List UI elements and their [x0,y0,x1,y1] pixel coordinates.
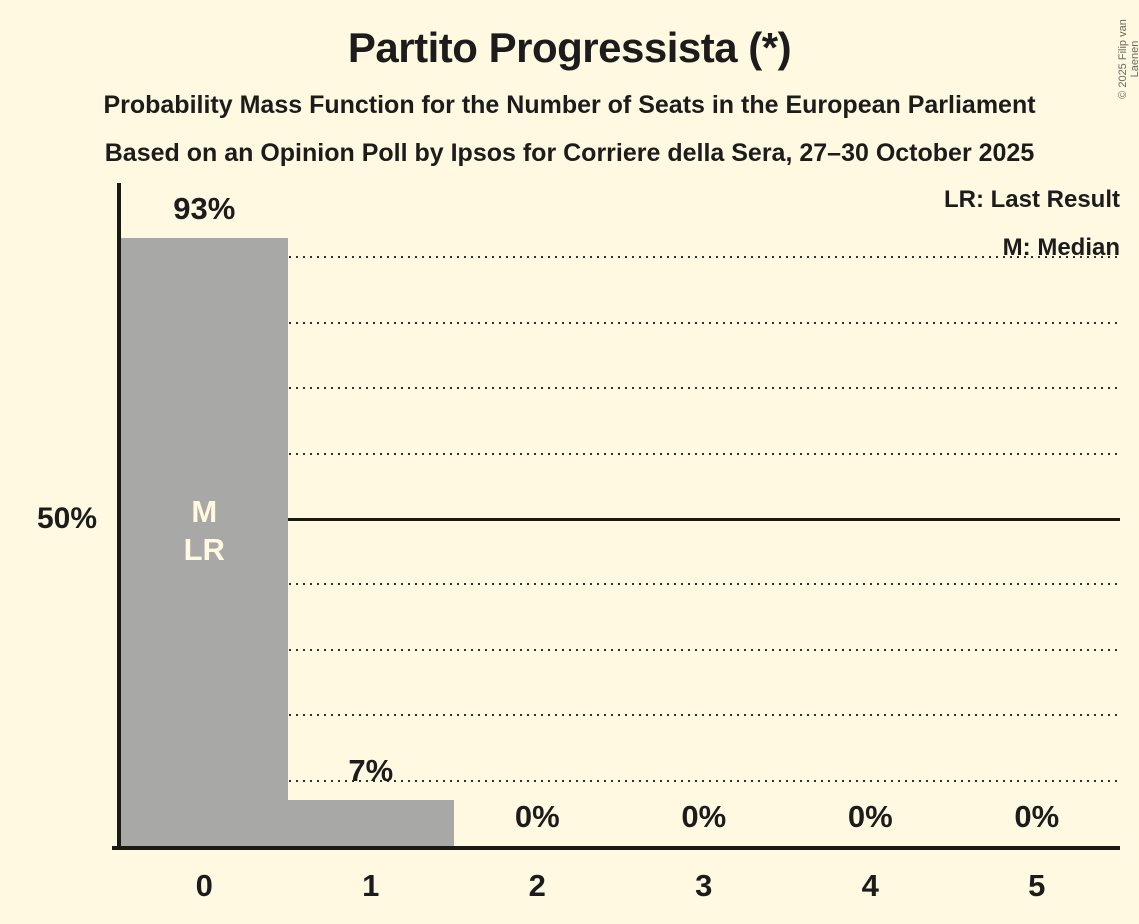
chart-title: Partito Progressista (*) [347,24,792,71]
last-result-marker: LR [183,531,225,567]
bar-value-label-2: 0% [514,799,560,834]
x-axis-line [112,846,1120,850]
chart-subtitle-pmf: Probability Mass Function for the Number… [103,91,1036,119]
x-tick-label-0: 0 [195,868,213,903]
x-tick-label-2: 2 [528,868,546,903]
x-tick-label-4: 4 [861,868,879,903]
chart-subtitle-poll: Based on an Opinion Poll by Ipsos for Co… [104,139,1035,167]
gridline-10pct [121,779,1120,782]
bar-value-label-3: 0% [681,799,727,834]
gridline-90pct [121,256,1120,259]
legend: LR: Last Result M: Median [944,176,1120,272]
legend-median: M: Median [1002,234,1120,261]
median-marker: M [191,493,218,529]
bar-value-label-4: 0% [847,799,893,834]
y-axis-line [117,183,121,850]
x-tick-label-3: 3 [695,868,713,903]
gridline-30pct [121,648,1120,651]
copyright-note: © 2025 Filip van Laenen [1117,19,1139,99]
bar-seats-0: M LR [121,237,288,846]
gridline-40pct [121,583,1120,586]
bar-value-label-1: 7% [348,753,394,789]
legend-last-result: LR: Last Result [943,186,1120,213]
median-last-result-annotation: M LR [121,493,288,569]
x-tick-label-5: 5 [1028,868,1046,903]
gridline-50pct [121,518,1120,521]
gridline-70pct [121,387,1120,390]
y-axis-50pct-label: 50% [36,502,97,535]
bar-seats-1 [287,800,454,846]
bar-value-label-5: 0% [1014,799,1060,834]
gridline-60pct [121,452,1120,455]
gridline-20pct [121,714,1120,717]
bar-value-label-0: 93% [173,190,236,226]
x-tick-label-1: 1 [362,868,380,903]
gridline-80pct [121,321,1120,324]
